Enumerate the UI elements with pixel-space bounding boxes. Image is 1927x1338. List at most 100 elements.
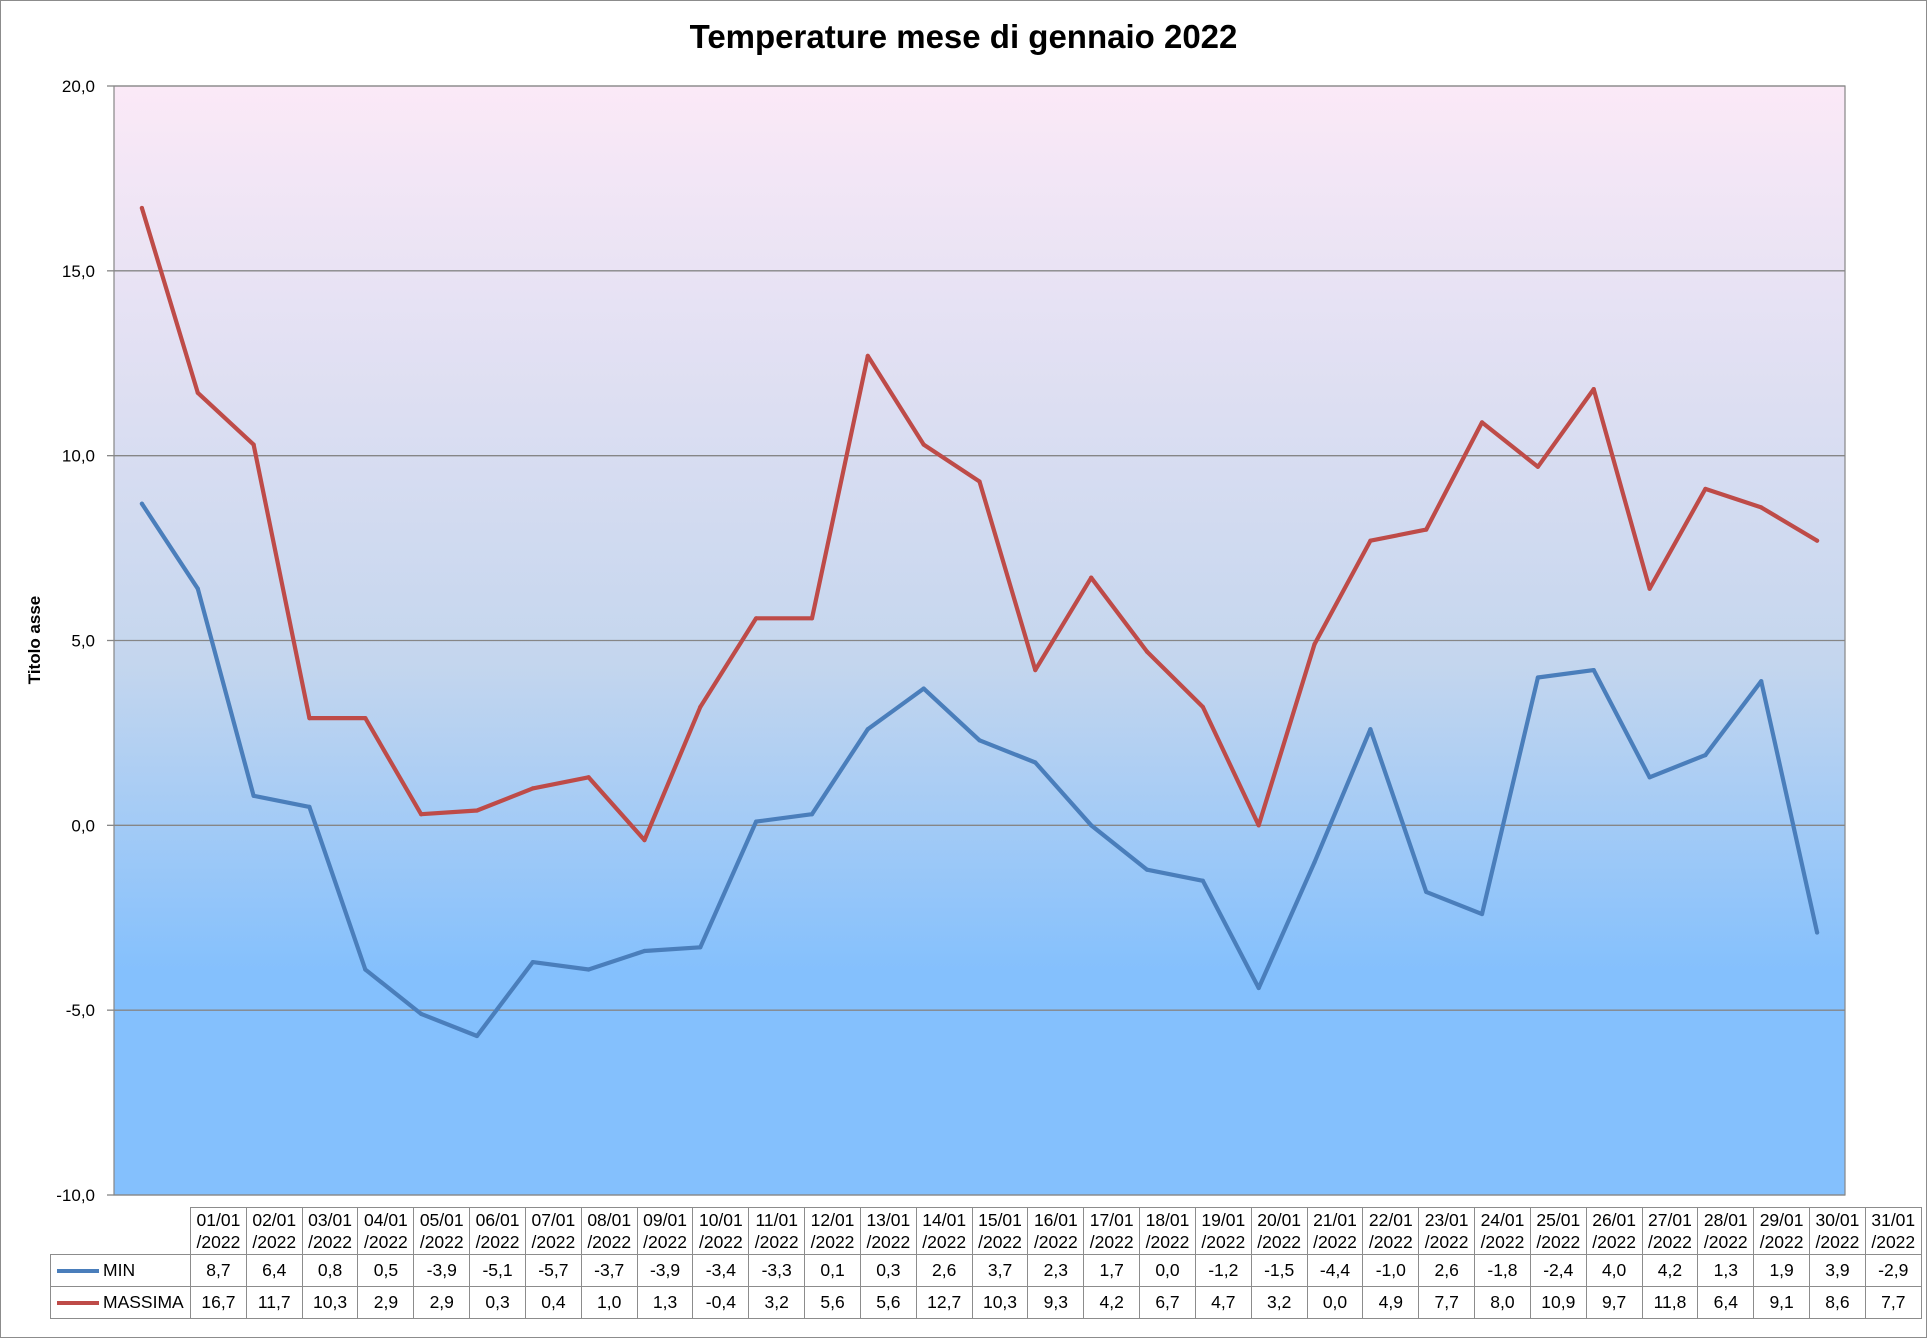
data-label-min: -2,4 bbox=[1529, 1254, 1587, 1287]
data-point-min bbox=[1424, 889, 1429, 894]
table-corner bbox=[51, 1208, 191, 1255]
x-category-label-line: 06/01 bbox=[475, 1210, 520, 1230]
legend-entry-min: MIN bbox=[50, 1254, 191, 1287]
x-category-label-line: 04/01 bbox=[364, 1210, 408, 1230]
data-label-massima: 11,7 bbox=[245, 1286, 303, 1319]
data-label-min: 1,9 bbox=[1753, 1254, 1811, 1287]
data-label-min: -3,3 bbox=[748, 1254, 806, 1287]
x-category-label-line: 28/01 bbox=[1703, 1210, 1748, 1230]
x-category-label: 08/01/2022 bbox=[580, 1207, 638, 1255]
data-label-min: 2,6 bbox=[915, 1254, 973, 1287]
data-point-min bbox=[1759, 679, 1764, 684]
x-category-label: 21/01/2022 bbox=[1306, 1207, 1364, 1255]
data-label-massima: 0,0 bbox=[1306, 1286, 1364, 1319]
x-category-label: 19/01/2022 bbox=[1194, 1207, 1252, 1255]
data-point-massima bbox=[139, 205, 145, 211]
x-category-label-line: /2022 bbox=[866, 1232, 911, 1252]
x-category-label-line: 30/01 bbox=[1815, 1210, 1860, 1230]
data-point-min bbox=[586, 967, 591, 972]
data-point-massima bbox=[1759, 505, 1764, 510]
x-category-label-line: 09/01 bbox=[643, 1210, 687, 1230]
data-label-min: -1,2 bbox=[1194, 1254, 1252, 1287]
x-category-label: 06/01/2022 bbox=[469, 1207, 526, 1255]
x-category-label-line: 24/01 bbox=[1480, 1210, 1525, 1230]
data-point-min bbox=[865, 727, 870, 732]
x-category-label-line: 12/01 bbox=[810, 1210, 855, 1230]
x-category-label: 12/01/2022 bbox=[804, 1207, 861, 1255]
data-point-min bbox=[363, 967, 368, 972]
data-point-min bbox=[977, 738, 982, 743]
data-point-massima bbox=[809, 616, 815, 621]
x-category-label: 26/01/2022 bbox=[1585, 1207, 1643, 1255]
data-label-min: 0,1 bbox=[804, 1254, 861, 1287]
x-category-label-line: 19/01 bbox=[1201, 1210, 1246, 1230]
x-category-label-line: 31/01 bbox=[1871, 1210, 1916, 1230]
x-category-label-line: /2022 bbox=[1201, 1232, 1246, 1252]
x-category-label: 31/01/2022 bbox=[1864, 1207, 1922, 1255]
data-label-massima: 11,8 bbox=[1641, 1286, 1699, 1319]
data-point-min bbox=[307, 804, 312, 809]
x-category-label-line: 22/01 bbox=[1368, 1210, 1413, 1230]
x-category-label-line: 11/01 bbox=[755, 1210, 798, 1230]
x-category-label: 24/01/2022 bbox=[1474, 1207, 1531, 1255]
x-category-label: 28/01/2022 bbox=[1697, 1207, 1755, 1255]
data-point-massima bbox=[1703, 486, 1708, 492]
data-point-min bbox=[1535, 675, 1540, 680]
data-label-min: -3,9 bbox=[413, 1254, 471, 1287]
x-category-label: 10/01/2022 bbox=[692, 1207, 750, 1255]
x-category-label: 30/01/2022 bbox=[1809, 1207, 1866, 1255]
x-category-label-line: /2022 bbox=[364, 1232, 408, 1252]
x-category-label-line: /2022 bbox=[698, 1232, 743, 1252]
x-category-label: 07/01/2022 bbox=[524, 1207, 582, 1255]
data-point-min bbox=[642, 948, 647, 954]
x-category-label: 13/01/2022 bbox=[859, 1207, 917, 1255]
data-point-massima bbox=[1033, 667, 1038, 673]
data-point-massima bbox=[642, 838, 647, 843]
x-category-label-line: 08/01 bbox=[587, 1210, 632, 1230]
data-point-min bbox=[1703, 752, 1708, 758]
x-category-label-line: 02/01 bbox=[252, 1210, 297, 1230]
data-point-massima bbox=[1368, 538, 1373, 543]
y-tick-label: 20,0 bbox=[62, 77, 95, 96]
data-label-min: 4,2 bbox=[1641, 1254, 1699, 1287]
x-category-label-line: /2022 bbox=[1089, 1232, 1134, 1252]
x-category-label-line: /2022 bbox=[1815, 1232, 1860, 1252]
data-label-massima: 12,7 bbox=[915, 1286, 973, 1319]
data-point-massima bbox=[1256, 823, 1261, 828]
data-point-min bbox=[1089, 823, 1094, 828]
x-category-label-line: 15/01 bbox=[978, 1210, 1022, 1230]
data-point-massima bbox=[1479, 420, 1485, 425]
x-category-label: 09/01/2022 bbox=[636, 1207, 694, 1255]
data-point-min bbox=[1033, 760, 1038, 765]
data-point-massima bbox=[754, 616, 759, 621]
x-category-label-line: /2022 bbox=[308, 1232, 352, 1252]
x-category-label-line: 20/01 bbox=[1257, 1210, 1302, 1230]
data-label-min: 0,3 bbox=[859, 1254, 917, 1287]
x-category-label-line: 01/01 bbox=[196, 1210, 241, 1230]
x-category-label-line: 21/01 bbox=[1313, 1210, 1357, 1230]
x-category-label-line: /2022 bbox=[810, 1232, 855, 1252]
x-category-label-line: /2022 bbox=[922, 1232, 967, 1252]
data-point-min bbox=[474, 1033, 480, 1039]
x-category-label-line: 10/01 bbox=[698, 1210, 743, 1230]
data-label-massima: 6,4 bbox=[1697, 1286, 1755, 1319]
data-point-min bbox=[1368, 727, 1373, 732]
legend-entry-massima: MASSIMA bbox=[50, 1286, 191, 1319]
data-point-massima bbox=[363, 716, 368, 721]
data-label-min: 4,0 bbox=[1585, 1254, 1643, 1287]
data-label-massima: 10,9 bbox=[1529, 1286, 1587, 1319]
data-label-min: 0,0 bbox=[1139, 1254, 1196, 1287]
data-point-massima bbox=[921, 442, 926, 447]
x-category-label: 02/01/2022 bbox=[245, 1207, 303, 1255]
data-label-massima: 7,7 bbox=[1864, 1286, 1922, 1319]
data-point-massima bbox=[865, 353, 870, 358]
data-point-massima bbox=[419, 812, 424, 817]
data-label-min: -1,8 bbox=[1474, 1254, 1531, 1287]
legend-label: MASSIMA bbox=[103, 1292, 184, 1312]
x-category-label: 03/01/2022 bbox=[301, 1207, 359, 1255]
data-label-massima: 2,9 bbox=[357, 1286, 415, 1319]
data-point-min bbox=[698, 945, 703, 950]
data-point-min bbox=[1479, 911, 1485, 917]
x-category-label: 11/01/2022 bbox=[748, 1207, 806, 1255]
x-category-label-line: 26/01 bbox=[1592, 1210, 1637, 1230]
